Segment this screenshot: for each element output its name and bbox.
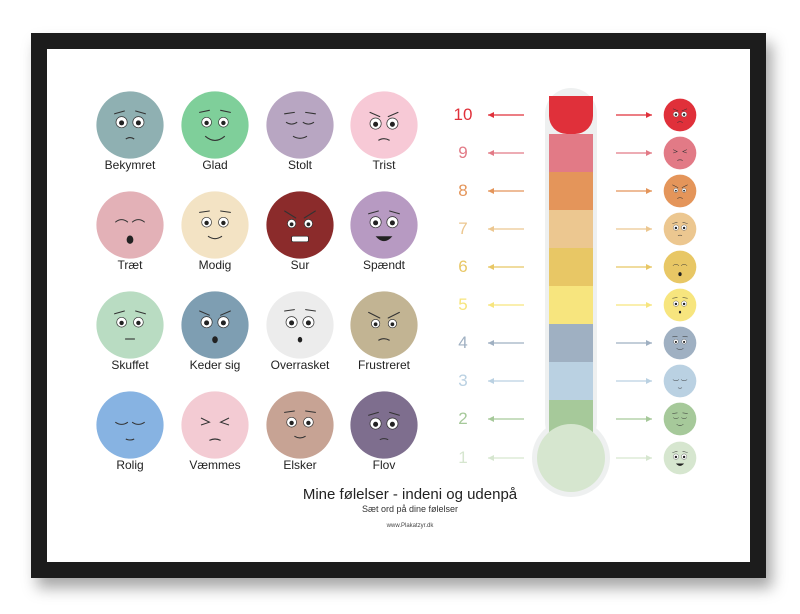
arrow-right-icon-head: [646, 378, 652, 384]
emotion-face-embarrassed-icon: [349, 390, 419, 465]
thermometer-segment-4: [549, 324, 593, 362]
level-number: 6: [458, 257, 468, 276]
arrow-right-icon-head: [646, 112, 652, 118]
level-number: 3: [458, 371, 468, 390]
arrow-left-icon-head: [488, 340, 494, 346]
arrow-left-icon-head: [488, 455, 494, 461]
emotion-face-surprised-icon: [265, 290, 335, 365]
level-number: 7: [458, 219, 468, 238]
emotion-label: Glad: [202, 158, 228, 172]
level-1-face-icon: [663, 441, 697, 480]
arrow-right-icon-head: [646, 340, 652, 346]
poster-title: Mine følelser - indeni og udenpå: [302, 486, 518, 503]
emotion-label: Stolt: [287, 158, 312, 172]
emotion-face-sad-icon: [349, 90, 419, 165]
arrow-right-icon-head: [646, 264, 652, 270]
emotion-label: Trist: [372, 158, 396, 172]
level-number: 5: [458, 295, 468, 314]
emotion-face-tired-icon: [95, 190, 165, 265]
emotion-face-proud-icon: [265, 90, 335, 165]
poster-website: www.Plakatzyr.dk: [386, 523, 434, 529]
level-7-face-icon: [663, 212, 697, 251]
emotion-label: Spændt: [362, 258, 406, 272]
level-5-face-icon: [663, 288, 697, 327]
emotion-label: Elsker: [283, 458, 317, 472]
emotion-label: Bekymret: [104, 158, 156, 172]
emotion-label: Keder sig: [189, 358, 241, 372]
level-number: 8: [458, 181, 468, 200]
emotion-face-frustrated-icon: [349, 290, 419, 365]
emotion-label: Overrasket: [270, 358, 330, 372]
thermometer-segment-top-cap: [549, 96, 593, 116]
arrow-left-icon-head: [488, 112, 494, 118]
level-number: 2: [458, 409, 468, 428]
arrow-left-icon-head: [488, 416, 494, 422]
level-4-face-icon: [663, 326, 697, 365]
poster-subtitle: Sæt ord på dine følelser: [361, 504, 459, 514]
level-number: 9: [458, 143, 468, 162]
arrow-left-icon-head: [488, 378, 494, 384]
level-number: 4: [458, 333, 468, 352]
emotion-label: Modig: [198, 258, 232, 272]
level-10-face-icon: [663, 98, 697, 137]
arrow-left-icon-head: [488, 264, 494, 270]
thermometer-segment-8: [549, 172, 593, 210]
arrow-right-icon-head: [646, 302, 652, 308]
arrow-right-icon-head: [646, 226, 652, 232]
thermometer-segment-6: [549, 248, 593, 286]
level-number: 1: [458, 448, 468, 467]
arrow-left-icon-head: [488, 226, 494, 232]
emotion-face-happy-icon: [180, 90, 250, 165]
arrow-left-icon-head: [488, 188, 494, 194]
emotion-label: Sur: [290, 258, 310, 272]
emotion-face-disgusted-icon: [180, 390, 250, 465]
thermometer-segment-7: [549, 210, 593, 248]
emotion-face-brave-icon: [180, 190, 250, 265]
arrow-left-icon-head: [488, 302, 494, 308]
level-number: 10: [453, 105, 473, 124]
level-6-face-icon: [663, 250, 697, 289]
emotion-label: Træt: [117, 258, 143, 272]
emotion-face-bored-icon: [180, 290, 250, 365]
emotion-face-angry-icon: [265, 190, 335, 265]
emotion-label: Flov: [372, 458, 396, 472]
arrow-right-icon-head: [646, 188, 652, 194]
thermometer-segment-3: [549, 362, 593, 400]
arrow-right-icon-head: [646, 455, 652, 461]
emotion-face-excited-icon: [349, 190, 419, 265]
thermometer-bulb: [537, 424, 605, 492]
thermometer-segment-5: [549, 286, 593, 324]
emotion-label: Væmmes: [189, 458, 241, 472]
emotion-label: Rolig: [116, 458, 144, 472]
level-8-face-icon: [663, 174, 697, 213]
arrow-left-icon-head: [488, 150, 494, 156]
emotion-face-worried-icon: [95, 90, 165, 165]
emotion-face-calm-icon: [95, 390, 165, 465]
emotion-label: Skuffet: [111, 358, 149, 372]
emotion-face-disappointed-icon: [95, 290, 165, 365]
level-3-face-icon: [663, 364, 697, 403]
level-9-face-icon: [663, 136, 697, 175]
emotion-face-love-icon: [265, 390, 335, 465]
thermometer-segment-9: [549, 134, 593, 172]
arrow-right-icon-head: [646, 416, 652, 422]
emotion-label: Frustreret: [357, 358, 410, 372]
arrow-right-icon-head: [646, 150, 652, 156]
level-2-face-icon: [663, 402, 697, 441]
